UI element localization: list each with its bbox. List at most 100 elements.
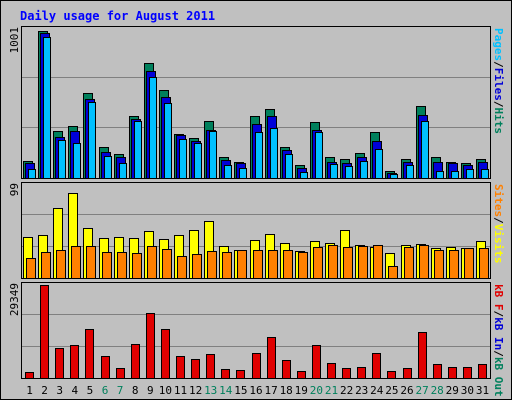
panel-hits-files-pages-bar-pages-day-8 [134,121,142,179]
x-tick-label-day-18: 18 [280,384,293,397]
x-tick-label-day-1: 1 [26,384,33,397]
panel-kbytes-bar-kb-f-day-16 [252,353,261,379]
panel-visits-sites-bar-sites-day-1 [26,258,36,279]
x-tick-label-day-16: 16 [249,384,262,397]
panel-kbytes-bar-kb-f-day-26 [403,368,412,379]
panel-hits-files-pages-bar-pages-day-15 [239,168,247,179]
panel-kbytes-bar-kb-f-day-20 [312,345,321,379]
panel-kbytes-bar-kb-f-day-19 [297,371,306,379]
panel-hits-files-pages-bar-pages-day-21 [330,164,338,179]
x-tick-label-day-5: 5 [87,384,94,397]
panel-kbytes-bar-kb-f-day-13 [206,354,215,379]
panel-kbytes-bar-kb-f-day-17 [267,337,276,379]
panel-visits-sites-bar-sites-day-26 [404,247,414,279]
x-tick-label-day-4: 4 [71,384,78,397]
panel-visits-sites-bar-sites-day-2 [41,252,51,279]
x-tick-label-day-19: 19 [295,384,308,397]
panel-visits-sites-bar-sites-day-29 [449,250,459,279]
x-tick-label-day-31: 31 [476,384,489,397]
panel-visits-sites-bar-sites-day-28 [434,250,444,279]
panel-hits-files-pages-bar-pages-day-6 [104,156,112,179]
x-tick-label-day-13: 13 [204,384,217,397]
x-tick-label-day-30: 30 [461,384,474,397]
panel-kbytes-bar-kb-f-day-15 [236,370,245,379]
panel-visits-sites-bar-sites-day-24 [373,245,383,279]
panel-hits-files-pages-max-label: 1001 [8,27,21,54]
panel-hits-files-pages-legend-hits-4: Hits [492,108,505,135]
panel-kbytes-bar-kb-f-day-27 [418,332,427,379]
x-tick-label-day-6: 6 [102,384,109,397]
panel-visits-sites-bar-sites-day-11 [177,256,187,279]
panel-visits-sites-bar-sites-day-13 [207,251,217,279]
panel-hits-files-pages-bar-pages-day-11 [179,139,187,179]
panel-kbytes-bar-kb-f-day-5 [85,329,94,379]
panel-visits-sites-legend-sites-0: Sites [492,184,505,217]
panel-hits-files-pages-bar-pages-day-30 [466,169,474,179]
panel-hits-files-pages-bar-pages-day-20 [315,132,323,179]
panel-kbytes-bar-kb-f-day-2 [40,285,49,379]
panel-kbytes-bar-kb-f-day-4 [70,345,79,379]
x-tick-label-day-8: 8 [132,384,139,397]
panel-kbytes-bar-kb-f-day-7 [116,368,125,379]
panel-hits-files-pages-bar-pages-day-17 [270,128,278,179]
panel-hits-files-pages-bar-pages-day-16 [255,132,263,179]
panel-visits-sites-bar-sites-day-18 [283,250,293,279]
chart-title: Daily usage for August 2011 [20,9,216,23]
panel-visits-sites-bar-sites-day-19 [298,252,308,279]
panel-kbytes-bar-kb-f-day-14 [221,369,230,379]
panel-kbytes-bar-kb-f-day-6 [101,356,110,379]
panel-hits-files-pages-bar-pages-day-13 [209,131,217,179]
panel-hits-files-pages-bar-pages-day-25 [390,174,398,179]
panel-visits-sites-legend: Sites/Visits [492,184,505,264]
panel-hits-files-pages-bar-pages-day-4 [73,143,81,179]
panel-kbytes-legend-separator-3: / [492,350,505,357]
panel-visits-sites-bar-sites-day-12 [192,254,202,279]
panel-hits-files-pages-bar-pages-day-29 [451,171,459,179]
panel-kbytes-bar-kb-f-day-10 [161,329,170,379]
panel-hits-files-pages-bar-pages-day-19 [300,172,308,179]
x-tick-label-day-10: 10 [159,384,172,397]
x-tick-label-day-21: 21 [325,384,338,397]
x-tick-label-day-25: 25 [385,384,398,397]
panel-kbytes-bar-kb-f-day-18 [282,360,291,379]
panel-visits-sites-bar-sites-day-8 [132,253,142,279]
x-tick-label-day-26: 26 [400,384,413,397]
x-tick-label-day-15: 15 [234,384,247,397]
panel-hits-files-pages-bar-pages-day-28 [436,171,444,179]
panel-hits-files-pages-bar-pages-day-12 [194,143,202,179]
x-tick-label-day-29: 29 [446,384,459,397]
panel-visits-sites-bar-sites-day-16 [253,250,263,279]
panel-hits-files-pages-bar-pages-day-26 [406,165,414,179]
panel-visits-sites-bar-sites-day-30 [464,248,474,279]
panel-visits-sites-bar-sites-day-20 [313,247,323,279]
x-tick-label-day-12: 12 [189,384,202,397]
x-tick-label-day-22: 22 [340,384,353,397]
panel-hits-files-pages-bar-pages-day-10 [164,103,172,179]
x-tick-label-day-20: 20 [310,384,323,397]
panel-hits-files-pages-legend-pages-0: Pages [492,28,505,61]
panel-visits-sites-bar-sites-day-9 [147,246,157,279]
panel-hits-files-pages-bar-pages-day-9 [149,77,157,179]
panel-kbytes-bar-kb-f-day-23 [357,367,366,379]
panel-kbytes-bar-kb-f-day-12 [191,359,200,379]
panel-visits-sites-bar-sites-day-6 [102,252,112,279]
panel-hits-files-pages-legend-separator-1: / [492,61,505,68]
panel-hits-files-pages-bar-pages-day-1 [28,169,36,179]
panel-hits-files-pages-bar-pages-day-5 [88,102,96,179]
panel-visits-sites-bar-sites-day-23 [358,246,368,279]
panel-visits-sites-bar-sites-day-22 [343,247,353,279]
panel-kbytes-bar-kb-f-day-28 [433,364,442,379]
panel-kbytes-bar-kb-f-day-3 [55,348,64,379]
panel-kbytes-bar-kb-f-day-22 [342,368,351,379]
panel-kbytes-bar-kb-f-day-24 [372,353,381,379]
panel-kbytes-legend-kb-out-4: kB Out [492,357,505,397]
panel-visits-sites-bar-sites-day-10 [162,249,172,279]
x-tick-label-day-3: 3 [56,384,63,397]
panel-hits-files-pages-legend-files-2: Files [492,68,505,101]
panel-visits-sites-bar-sites-day-14 [222,252,232,279]
panel-hits-files-pages-bar-pages-day-7 [119,163,127,179]
x-tick-label-day-28: 28 [431,384,444,397]
panel-hits-files-pages-bar-pages-day-2 [43,37,51,179]
x-tick-label-day-27: 27 [415,384,428,397]
